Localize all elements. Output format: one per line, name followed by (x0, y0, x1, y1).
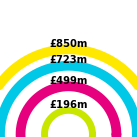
Text: £196m: £196m (49, 100, 88, 110)
Text: £499m: £499m (49, 76, 88, 86)
Text: £850m: £850m (49, 39, 88, 49)
Text: £723m: £723m (49, 55, 88, 65)
